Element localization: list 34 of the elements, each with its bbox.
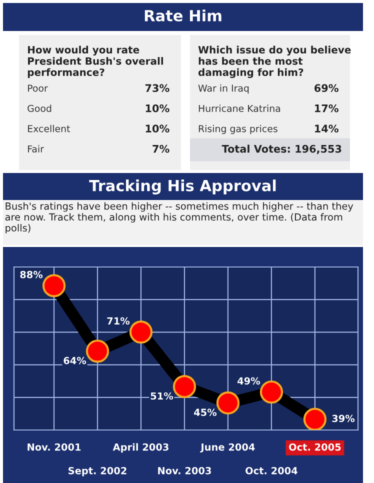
x-tick-label: April 2003 xyxy=(112,443,168,453)
data-label: 7% xyxy=(152,144,170,153)
text: How would you rate President Bush's overall performance? xyxy=(28,46,164,78)
category-label: War in Iraq xyxy=(198,84,249,94)
category-label: Poor xyxy=(28,84,48,92)
data-label: 14% xyxy=(315,124,338,133)
text: Total Votes: 196,553 xyxy=(222,144,342,154)
data-label: 51% xyxy=(150,392,174,400)
chart-subtitle: Bush's ratings have been higher -- sometimes much higher -- than they are now. Track them, along with his comments, over time. (Data from polls) xyxy=(5,202,354,234)
category-label: Hurricane Katrina xyxy=(198,104,280,112)
category-label: Excellent xyxy=(28,124,70,132)
data-label: 10% xyxy=(146,124,170,133)
data-label: 69% xyxy=(314,84,338,92)
x-tick-label: Nov. 2001 xyxy=(28,443,81,451)
data-label: 71% xyxy=(107,317,130,325)
category-label: Rising gas prices xyxy=(198,124,278,134)
x-tick-label: Oct. 2005 xyxy=(289,443,341,451)
category-label: Good xyxy=(28,104,52,112)
data-label: 39% xyxy=(332,414,355,422)
x-tick-label: Sept. 2002 xyxy=(68,466,126,476)
data-label: 17% xyxy=(315,104,338,112)
x-tick-label: Oct. 2004 xyxy=(246,466,298,474)
data-label: 88% xyxy=(20,270,43,278)
category-label: Fair xyxy=(28,145,44,152)
data-label: 10% xyxy=(146,104,170,112)
chart-title: Tracking His Approval xyxy=(89,180,276,194)
text: Which issue do you believe has been the most damaging for him? xyxy=(198,46,351,78)
x-tick-label: Nov. 2003 xyxy=(158,466,211,474)
data-label: 64% xyxy=(64,356,86,364)
data-label: 73% xyxy=(145,84,170,92)
data-label: 45% xyxy=(194,408,217,416)
data-label: 49% xyxy=(238,377,260,385)
x-tick-label: June 2004 xyxy=(200,443,255,453)
text: Rate Him xyxy=(144,10,222,22)
